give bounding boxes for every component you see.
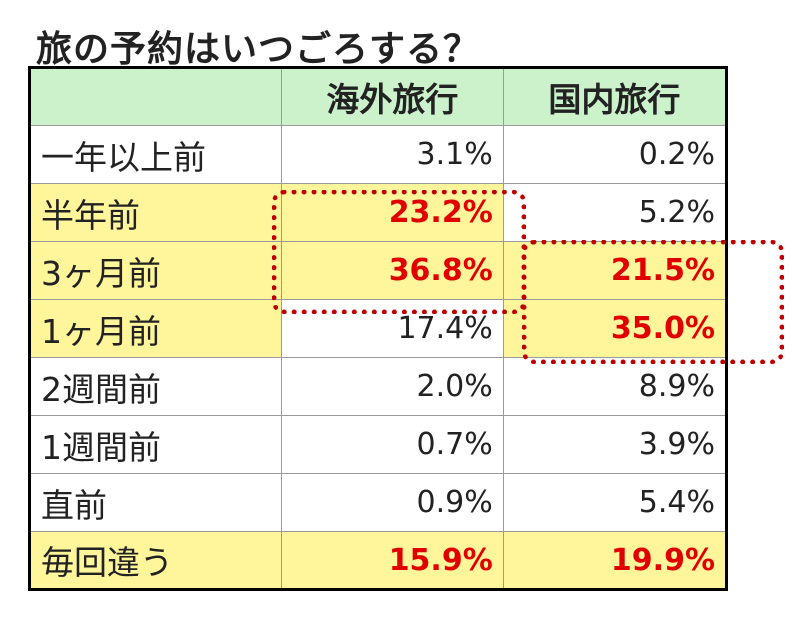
header-category [29,67,282,126]
table-row: 直前 0.9% 5.4% [29,473,728,532]
header-row: 海外旅行 国内旅行 [29,67,728,126]
cell-domestic: 8.9% [502,357,728,416]
table-row: 1ヶ月前 17.4% 35.0% [29,299,728,358]
row-label: 2週間前 [29,357,282,416]
row-label: 一年以上前 [29,125,282,184]
table-row: 2週間前 2.0% 8.9% [29,357,728,416]
booking-timing-table: 海外旅行 国内旅行 一年以上前 3.1% 0.2% 半年前 23.2% 5.2% 3ヶ月前 3… [28,66,728,591]
header-domestic-travel: 国内旅行 [502,67,728,126]
header-overseas-travel: 海外旅行 [281,67,504,126]
cell-domestic: 21.5% [502,241,728,300]
cell-domestic: 5.4% [502,473,728,532]
cell-overseas: 17.4% [281,299,504,358]
cell-overseas: 3.1% [281,125,504,184]
cell-overseas: 0.9% [281,473,504,532]
cell-domestic: 0.2% [502,125,728,184]
cell-overseas: 2.0% [281,357,504,416]
table-body: 一年以上前 3.1% 0.2% 半年前 23.2% 5.2% 3ヶ月前 36.8% 21.5% 1… [29,125,728,590]
row-label: 毎回違う [29,531,282,590]
cell-overseas: 0.7% [281,415,504,474]
row-label: 1週間前 [29,415,282,474]
cell-overseas: 23.2% [281,183,504,242]
row-label: 1ヶ月前 [29,299,282,358]
cell-domestic: 19.9% [502,531,728,590]
table-title: 旅の予約はいつごろする？ [36,29,481,70]
table-row: 半年前 23.2% 5.2% [29,183,728,242]
table-row: 毎回違う 15.9% 19.9% [29,531,728,590]
cell-overseas: 15.9% [281,531,504,590]
cell-domestic: 35.0% [502,299,728,358]
cell-overseas: 36.8% [281,241,504,300]
cell-domestic: 3.9% [502,415,728,474]
row-label: 直前 [29,473,282,532]
cell-domestic: 5.2% [502,183,728,242]
table-row: 3ヶ月前 36.8% 21.5% [29,241,728,300]
table-row: 1週間前 0.7% 3.9% [29,415,728,474]
row-label: 3ヶ月前 [29,241,282,300]
table-row: 一年以上前 3.1% 0.2% [29,125,728,184]
row-label: 半年前 [29,183,282,242]
